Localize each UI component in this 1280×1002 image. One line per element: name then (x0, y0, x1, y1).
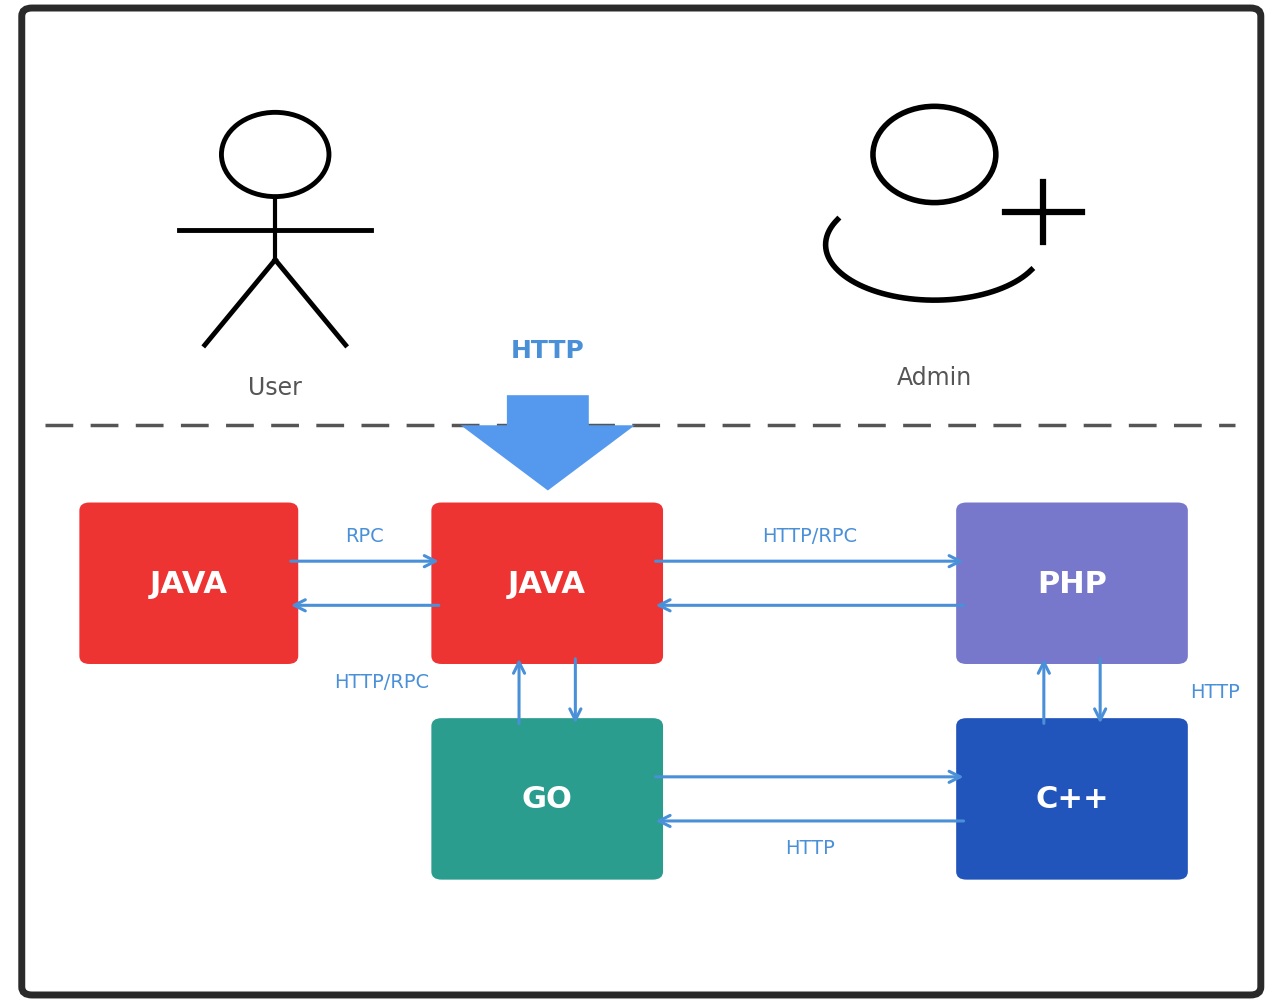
FancyBboxPatch shape (956, 503, 1188, 664)
Text: HTTP: HTTP (511, 339, 585, 363)
Text: HTTP/RPC: HTTP/RPC (762, 526, 858, 545)
Polygon shape (461, 396, 635, 491)
Text: Admin: Admin (897, 366, 972, 390)
FancyBboxPatch shape (431, 718, 663, 880)
Text: User: User (248, 376, 302, 400)
FancyBboxPatch shape (431, 503, 663, 664)
Text: HTTP: HTTP (1190, 682, 1240, 700)
Text: RPC: RPC (346, 526, 384, 545)
Text: PHP: PHP (1037, 569, 1107, 598)
Text: GO: GO (522, 785, 572, 814)
Text: JAVA: JAVA (150, 569, 228, 598)
Text: C++: C++ (1036, 785, 1108, 814)
Text: JAVA: JAVA (508, 569, 586, 598)
Text: HTTP: HTTP (785, 838, 835, 857)
FancyBboxPatch shape (22, 9, 1261, 995)
Text: HTTP/RPC: HTTP/RPC (334, 672, 429, 690)
FancyBboxPatch shape (79, 503, 298, 664)
FancyBboxPatch shape (956, 718, 1188, 880)
